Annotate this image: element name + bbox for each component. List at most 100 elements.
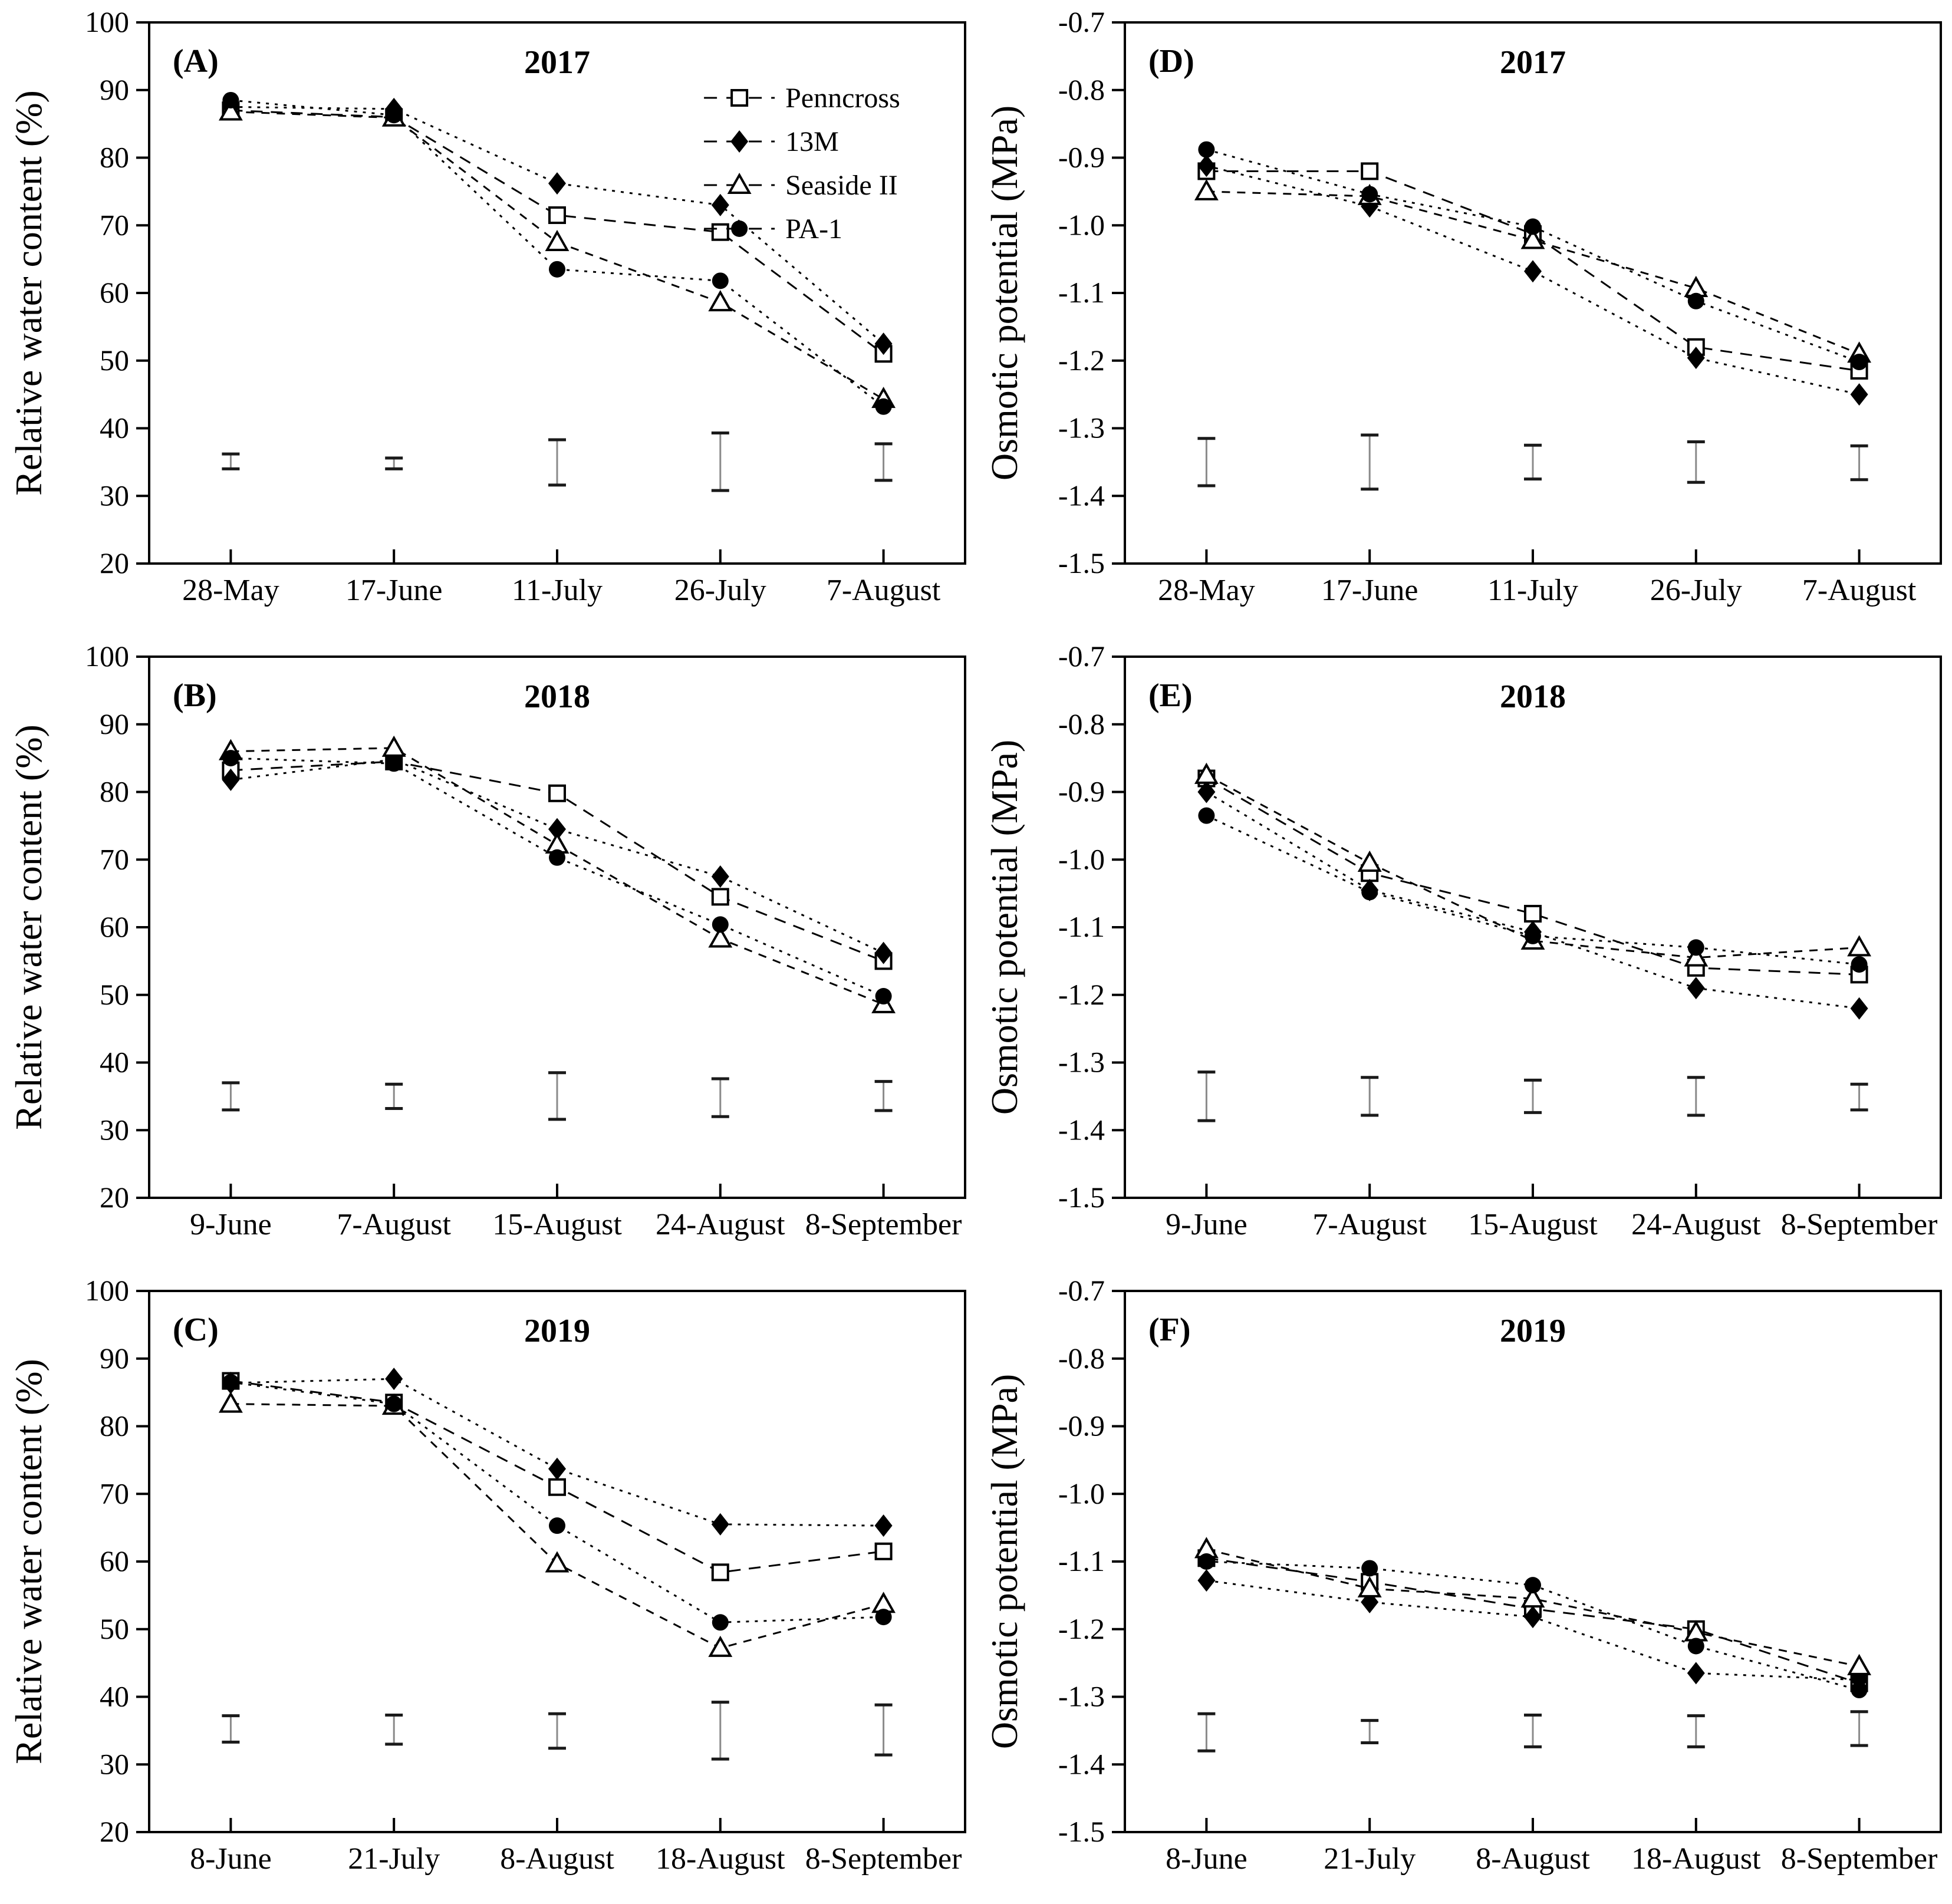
data-point-marker-square [548, 206, 566, 225]
data-point-marker-triangle [708, 1635, 733, 1657]
series-13m [1197, 780, 1868, 1020]
x-tick-label: 8-September [805, 1842, 962, 1876]
y-tick-label: 60 [100, 276, 129, 309]
data-point-marker-triangle [545, 1551, 570, 1573]
x-tick-label: 26-July [1650, 574, 1742, 607]
x-tick-label: 11-July [1487, 574, 1578, 607]
data-point-marker-circle [222, 1373, 239, 1391]
x-tick-label: 8-June [190, 1842, 272, 1876]
data-point-marker-square [548, 1478, 566, 1496]
x-tick-label: 17-June [1321, 574, 1418, 607]
data-point-marker-triangle [708, 926, 733, 948]
data-point-marker-square [711, 223, 729, 241]
data-point-marker-diamond [1850, 383, 1868, 406]
data-point-marker-circle [875, 398, 892, 415]
series-seaside-ii [1194, 762, 1872, 967]
y-tick-label: 100 [85, 1274, 129, 1307]
x-tick-label: 7-August [337, 1208, 451, 1241]
x-tick-label: 8-August [1476, 1842, 1590, 1876]
series-line [1206, 791, 1859, 1010]
data-point-marker-circle [1361, 884, 1378, 901]
data-point-marker-circle [386, 1395, 403, 1412]
y-tick-label: -1.2 [1058, 978, 1105, 1011]
data-point-marker-square [711, 888, 729, 906]
panel-title: 2017 [1500, 44, 1566, 81]
error-bars [1197, 1710, 1868, 1753]
chart-panel-A: 100 90 80 70 60 50 40 30 20 28-May 17-June 11-July 2… [8, 5, 966, 607]
series-line [231, 106, 884, 345]
data-point-marker-circle [875, 1609, 892, 1626]
data-point-marker-triangle [708, 290, 733, 312]
y-tick-label: -0.7 [1058, 1274, 1105, 1307]
y-tick-label: -0.8 [1058, 1342, 1105, 1375]
x-tick-label: 8-September [1781, 1208, 1938, 1241]
data-point-marker-diamond [385, 1368, 403, 1391]
x-tick-label: 21-July [348, 1842, 440, 1876]
data-point-marker-square [730, 89, 749, 107]
panel-title: 2017 [524, 44, 590, 81]
data-point-marker-circle [1361, 186, 1378, 203]
data-point-marker-circle [712, 272, 729, 289]
series-pa-1 [222, 1373, 892, 1631]
data-point-marker-circle [1687, 1638, 1704, 1655]
data-point-marker-triangle [1194, 179, 1219, 200]
y-tick-label: 60 [100, 910, 129, 943]
y-tick-label: 50 [100, 978, 129, 1011]
x-tick-label: 8-September [1781, 1842, 1938, 1876]
x-tick-label: 8-June [1166, 1842, 1247, 1876]
y-tick-label: -1.3 [1058, 1046, 1105, 1079]
series-line [1206, 774, 1859, 959]
y-tick-label: 30 [100, 1747, 129, 1780]
panel-B: 100 90 80 70 60 50 40 30 20 9-June 7-August 15-Augu… [0, 634, 976, 1269]
panel-letter: (C) [173, 1312, 219, 1348]
data-point-marker-circle [549, 849, 565, 866]
data-point-marker-circle [386, 107, 403, 124]
y-tick-label: 80 [100, 775, 129, 808]
data-point-marker-triangle [545, 229, 570, 251]
error-bars [222, 431, 893, 492]
x-tick-label: 8-August [500, 1842, 614, 1876]
panel-letter: (A) [173, 43, 219, 80]
error-bars [1197, 433, 1868, 491]
panel-C: 100 90 80 70 60 50 40 30 20 8-June 21-July 8-August… [0, 1269, 976, 1904]
y-tick-label: 90 [100, 1342, 129, 1375]
series-pa-1 [1198, 1553, 1868, 1699]
error-bars [222, 1071, 893, 1121]
x-tick-label: 15-August [1468, 1208, 1598, 1241]
axis-box [1124, 1290, 1942, 1833]
axis-box [1124, 21, 1942, 565]
chart-panel-D: -0.7 -0.8 -0.9 -1.0 -1.1 -1.2 -1.3 -1.4 -1.5 28-M… [983, 5, 1942, 607]
y-tick-label: -1.2 [1058, 1612, 1105, 1645]
data-point-marker-diamond [874, 332, 893, 355]
y-tick-label: -1.1 [1058, 276, 1105, 309]
y-tick-label: 20 [100, 1815, 129, 1848]
y-tick-label: -1.4 [1058, 1113, 1105, 1146]
data-point-marker-circle [1851, 1682, 1868, 1699]
data-point-marker-circle [1525, 1577, 1541, 1594]
error-bars [1197, 1070, 1868, 1122]
x-tick-label: 15-August [492, 1208, 622, 1241]
data-point-marker-diamond [1524, 1606, 1542, 1629]
panel-A: 100 90 80 70 60 50 40 30 20 28-May 17-June 11-July 2… [0, 0, 976, 634]
data-point-marker-triangle [1357, 850, 1382, 872]
y-axis-title: Osmotic potential (MPa) [983, 740, 1025, 1115]
data-point-marker-diamond [1687, 1662, 1705, 1685]
data-point-marker-triangle [1847, 1653, 1872, 1675]
legend-label: 13M [785, 126, 839, 157]
y-tick-label: 90 [100, 707, 129, 740]
panel-letter: (B) [173, 677, 217, 714]
y-tick-label: 100 [85, 640, 129, 673]
data-point-marker-square [1361, 162, 1379, 180]
data-point-marker-diamond [548, 1457, 566, 1480]
series-line [231, 757, 884, 997]
x-tick-label: 17-June [345, 574, 443, 607]
x-tick-label: 9-June [1166, 1208, 1247, 1241]
y-tick-label: 50 [100, 1612, 129, 1645]
data-point-marker-triangle [1194, 762, 1219, 784]
data-point-marker-circle [1851, 956, 1868, 973]
panel-letter: (D) [1148, 43, 1194, 80]
error-bars [222, 1701, 893, 1761]
data-point-marker-circle [875, 988, 892, 1005]
data-point-marker-triangle [727, 172, 752, 194]
data-point-marker-circle [1525, 927, 1541, 944]
